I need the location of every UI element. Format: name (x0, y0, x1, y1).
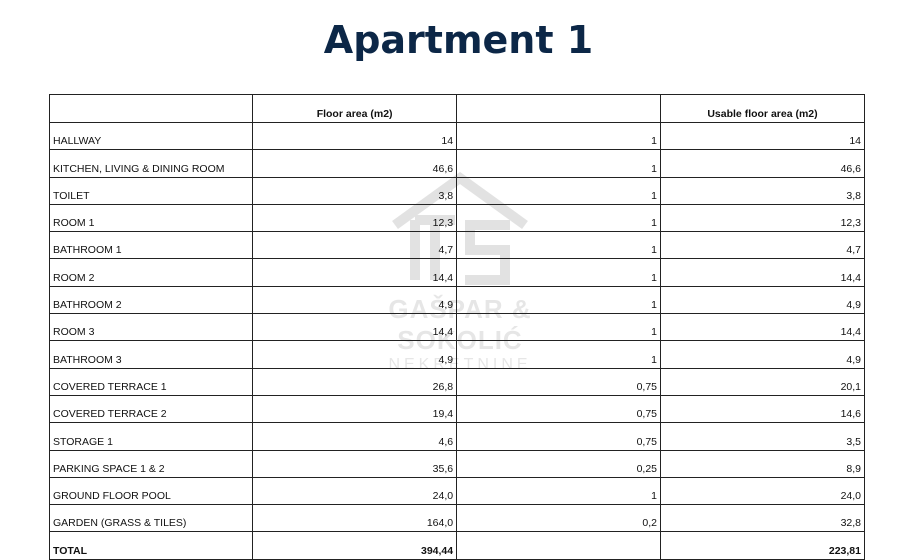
usable-area-cell: 14,4 (660, 258, 865, 287)
room-name-cell: GROUND FLOOR POOL (48, 476, 254, 506)
table-row: ROOM 2 14,4 1 14,4 (48, 258, 865, 287)
floor-area-cell: 4,9 (252, 285, 458, 315)
coefficient-cell: 1 (456, 476, 661, 506)
room-name-cell: TOTAL (48, 531, 254, 560)
floor-area-cell: 12,3 (252, 203, 458, 233)
floor-area-cell: 4,9 (252, 340, 458, 369)
total-row: TOTAL 394,44 223,81 (48, 531, 865, 560)
floor-area-cell: 14,4 (252, 258, 458, 287)
coefficient-cell: 0,75 (456, 394, 661, 424)
coefficient-cell: 1 (456, 176, 661, 205)
room-name-cell: ROOM 3 (48, 313, 254, 342)
floor-area-cell: 394,44 (252, 531, 458, 560)
table-row: COVERED TERRACE 2 19,4 0,75 14,6 (48, 394, 865, 424)
usable-area-cell: 8,9 (660, 449, 865, 478)
floor-area-cell: 4,7 (252, 231, 458, 260)
coefficient-cell: 0,75 (456, 422, 661, 451)
coefficient-cell: 1 (456, 340, 661, 369)
usable-area-cell: 14,6 (660, 394, 865, 424)
coefficient-cell: 1 (456, 285, 661, 315)
floor-area-cell: 19,4 (252, 394, 458, 424)
usable-area-cell: 14 (660, 121, 865, 151)
room-name-cell (48, 94, 254, 123)
floor-area-cell: 24,0 (252, 476, 458, 506)
usable-area-cell: Usable floor area (m2) (660, 94, 865, 123)
table-row: KITCHEN, LIVING & DINING ROOM 46,6 1 46,6 (48, 149, 865, 178)
table-row: ROOM 1 12,3 1 12,3 (48, 203, 865, 233)
table-row: STORAGE 1 4,6 0,75 3,5 (48, 422, 865, 451)
coefficient-cell (456, 531, 661, 560)
usable-area-cell: 3,5 (660, 422, 865, 451)
room-name-cell: TOILET (48, 176, 254, 205)
usable-area-cell: 46,6 (660, 149, 865, 178)
table-row: BATHROOM 1 4,7 1 4,7 (48, 231, 865, 260)
floor-area-cell: 14 (252, 121, 458, 151)
floor-area-cell: 35,6 (252, 449, 458, 478)
usable-area-cell: 12,3 (660, 203, 865, 233)
room-name-cell: ROOM 2 (48, 258, 254, 287)
usable-area-cell: 14,4 (660, 313, 865, 342)
floor-area-cell: 14,4 (252, 313, 458, 342)
coefficient-cell: 1 (456, 203, 661, 233)
coefficient-cell: 1 (456, 231, 661, 260)
floor-area-cell: 26,8 (252, 367, 458, 396)
usable-area-cell: 20,1 (660, 367, 865, 396)
floor-area-cell: 46,6 (252, 149, 458, 178)
table-row: HALLWAY 14 1 14 (48, 121, 865, 151)
usable-area-cell: 223,81 (660, 531, 865, 560)
coefficient-cell (456, 94, 661, 123)
usable-area-cell: 32,8 (660, 504, 865, 533)
coefficient-cell: 1 (456, 313, 661, 342)
room-name-cell: GARDEN (GRASS & TILES) (48, 504, 254, 533)
room-name-cell: COVERED TERRACE 1 (48, 367, 254, 396)
table-row: BATHROOM 2 4,9 1 4,9 (48, 285, 865, 315)
table-row: PARKING SPACE 1 & 2 35,6 0,25 8,9 (48, 449, 865, 478)
table-row: BATHROOM 3 4,9 1 4,9 (48, 340, 865, 369)
coefficient-cell: 1 (456, 121, 661, 151)
usable-area-cell: 4,9 (660, 340, 865, 369)
floor-area-cell: 164,0 (252, 504, 458, 533)
room-name-cell: COVERED TERRACE 2 (48, 394, 254, 424)
floor-area-cell: 4,6 (252, 422, 458, 451)
room-name-cell: KITCHEN, LIVING & DINING ROOM (48, 149, 254, 178)
room-name-cell: PARKING SPACE 1 & 2 (48, 449, 254, 478)
table-row: ROOM 3 14,4 1 14,4 (48, 313, 865, 342)
coefficient-cell: 1 (456, 258, 661, 287)
usable-area-cell: 4,7 (660, 231, 865, 260)
area-table: Floor area (m2) Usable floor area (m2) HAL… (48, 94, 865, 560)
usable-area-cell: 4,9 (660, 285, 865, 315)
table-row: GROUND FLOOR POOL 24,0 1 24,0 (48, 476, 865, 506)
floor-area-cell: Floor area (m2) (252, 94, 458, 123)
coefficient-cell: 0,75 (456, 367, 661, 396)
header-row: Floor area (m2) Usable floor area (m2) (48, 94, 865, 123)
room-name-cell: BATHROOM 1 (48, 231, 254, 260)
room-name-cell: STORAGE 1 (48, 422, 254, 451)
coefficient-cell: 1 (456, 149, 661, 178)
usable-area-cell: 24,0 (660, 476, 865, 506)
table-row: COVERED TERRACE 1 26,8 0,75 20,1 (48, 367, 865, 396)
coefficient-cell: 0,2 (456, 504, 661, 533)
room-name-cell: BATHROOM 3 (48, 340, 254, 369)
room-name-cell: ROOM 1 (48, 203, 254, 233)
room-name-cell: BATHROOM 2 (48, 285, 254, 315)
table-row: GARDEN (GRASS & TILES) 164,0 0,2 32,8 (48, 504, 865, 533)
page-title: Apartment 1 (323, 18, 594, 62)
coefficient-cell: 0,25 (456, 449, 661, 478)
room-name-cell: HALLWAY (48, 121, 254, 151)
floor-area-cell: 3,8 (252, 176, 458, 205)
usable-area-cell: 3,8 (660, 176, 865, 205)
table-row: TOILET 3,8 1 3,8 (48, 176, 865, 205)
